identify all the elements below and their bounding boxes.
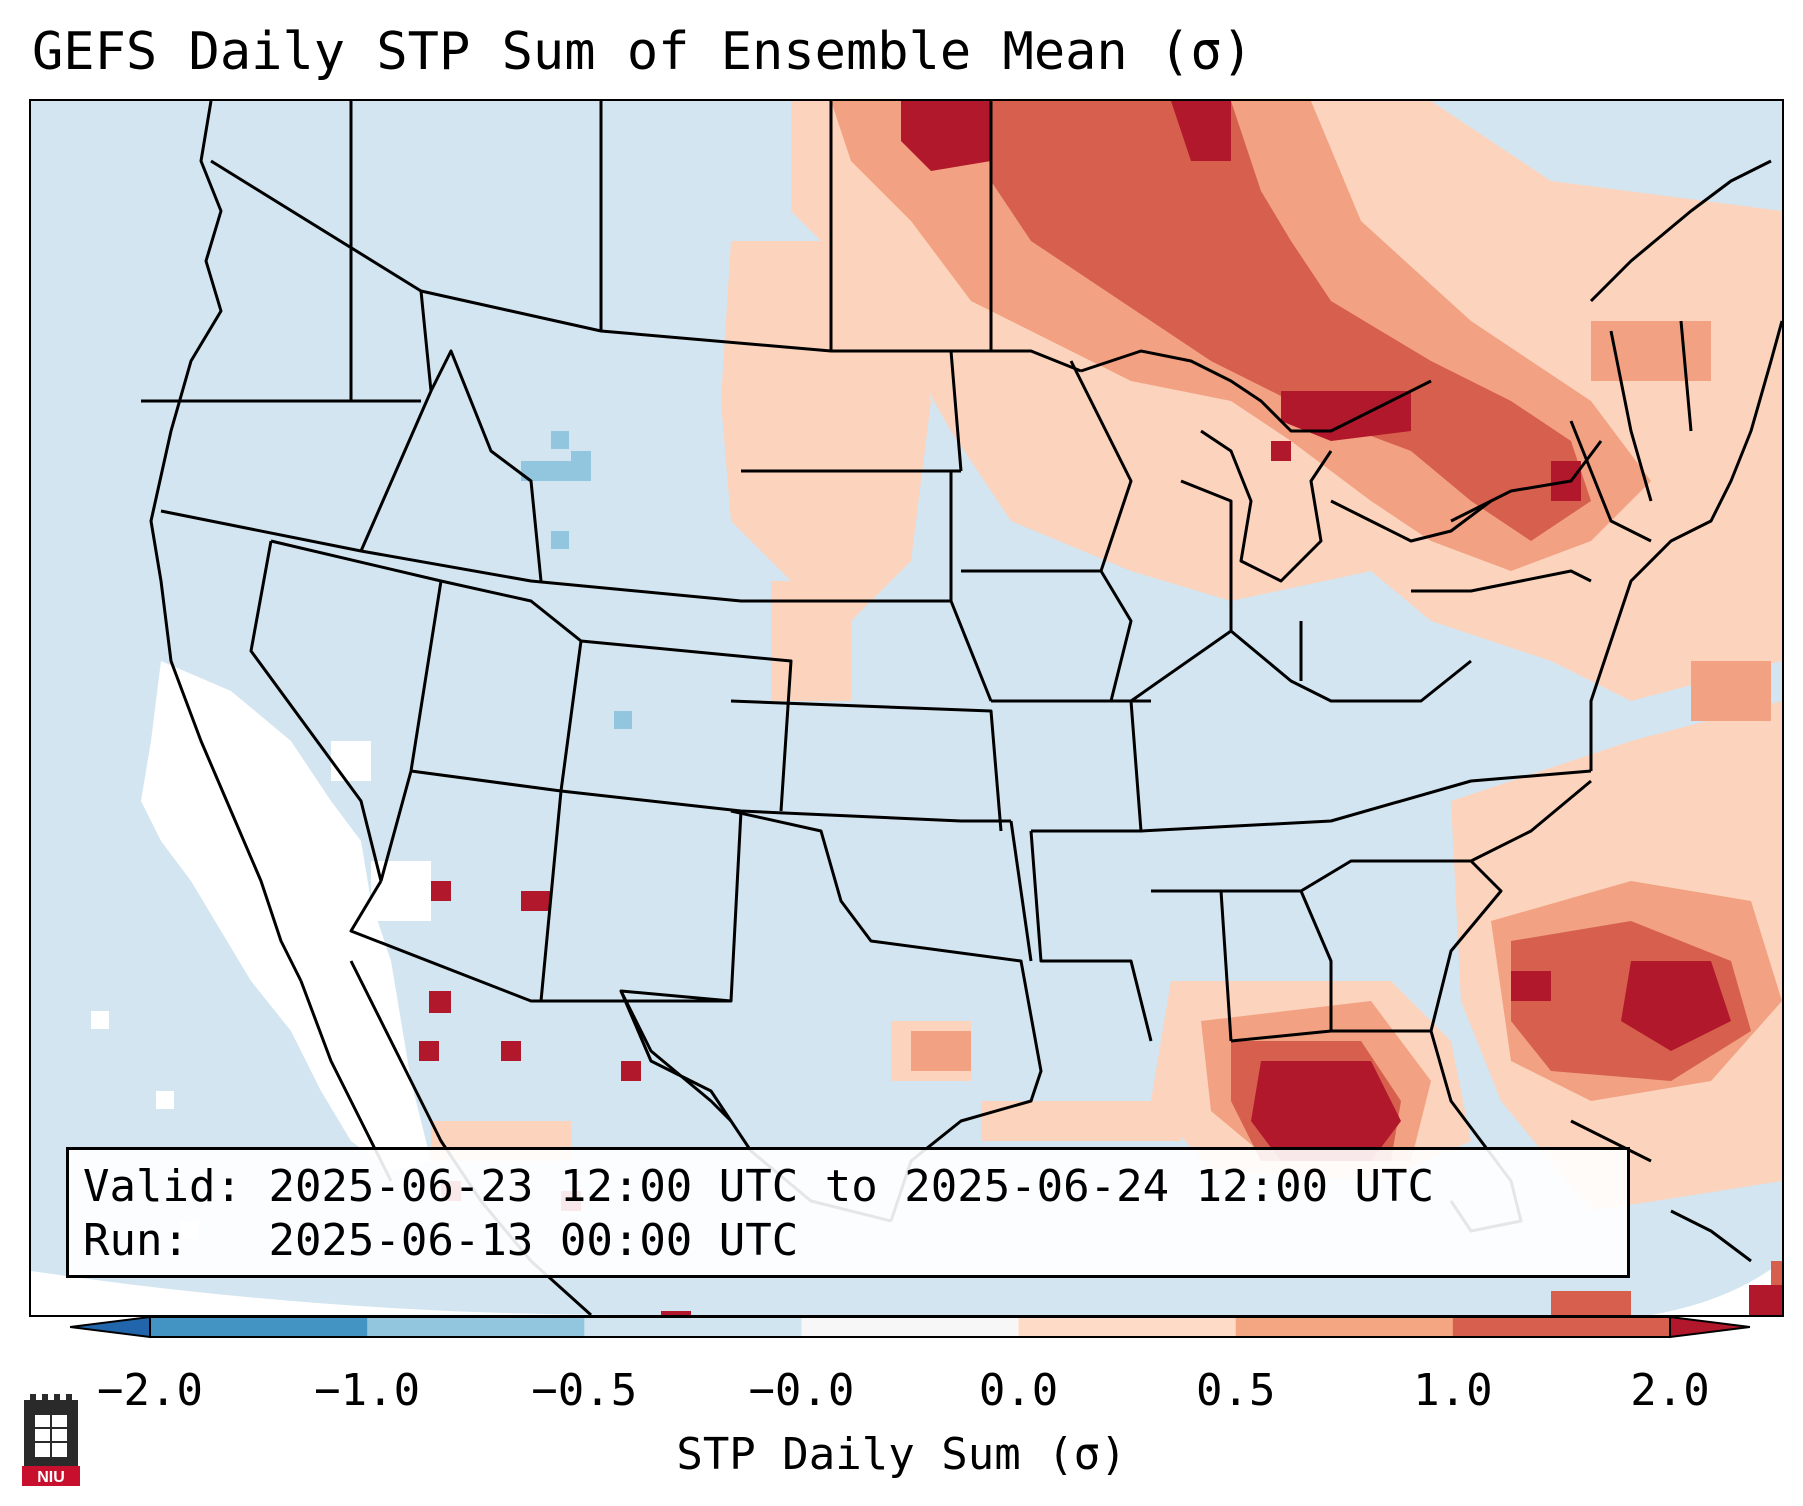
colorbar-segment [801, 1317, 1020, 1337]
colorbar-tick-label: 2.0 [1630, 1365, 1710, 1416]
colorbar-tick-label: 0.5 [1195, 1365, 1276, 1416]
colorbar-tick-label: −0.5 [531, 1365, 638, 1416]
colorbar-tick-label: 0.0 [978, 1365, 1059, 1416]
colorbar-outline [149, 1316, 1671, 1338]
run-label: Run: [83, 1215, 189, 1266]
colorbar-segment [150, 1317, 368, 1337]
colorbar-tick-label: −0.0 [748, 1365, 855, 1416]
logo-text: NIU [37, 1469, 65, 1486]
valid-label: Valid: [83, 1161, 242, 1212]
colorbar [70, 1315, 1750, 1339]
projection-edge-left [31, 1271, 631, 1315]
colorbar-tick-label: −1.0 [314, 1365, 421, 1416]
colorbar-extend-high [1669, 1315, 1750, 1339]
map-panel [29, 99, 1784, 1317]
neutral-field [91, 661, 431, 1239]
stp-map [31, 101, 1782, 1315]
negative-field [521, 431, 632, 729]
map-title: GEFS Daily STP Sum of Ensemble Mean (σ) [32, 22, 1253, 82]
colorbar-tick-label: 1.0 [1413, 1365, 1493, 1416]
colorbar-ticks: −2.0 −1.0 −0.5 −0.0 0.0 0.5 1.0 2.0 [0, 1366, 1803, 1416]
colorbar-segment [1018, 1317, 1237, 1337]
niu-logo: NIU [22, 1394, 80, 1486]
colorbar-segment [1452, 1317, 1671, 1337]
colorbar-segment [1235, 1317, 1454, 1337]
state-boundaries [141, 101, 1782, 1315]
valid-value: 2025-06-23 12:00 UTC to 2025-06-24 12:00… [268, 1161, 1435, 1212]
colorbar-segment [367, 1317, 585, 1337]
run-value: 2025-06-13 00:00 UTC [268, 1215, 799, 1266]
colorbar-tick-label: −2.0 [97, 1365, 203, 1416]
colorbar-extend-low [70, 1315, 151, 1339]
colorbar-segment [584, 1317, 802, 1337]
valid-run-info-box: Valid: 2025-06-23 12:00 UTC to 2025-06-2… [66, 1147, 1630, 1278]
colorbar-label: STP Daily Sum (σ) [676, 1429, 1127, 1480]
